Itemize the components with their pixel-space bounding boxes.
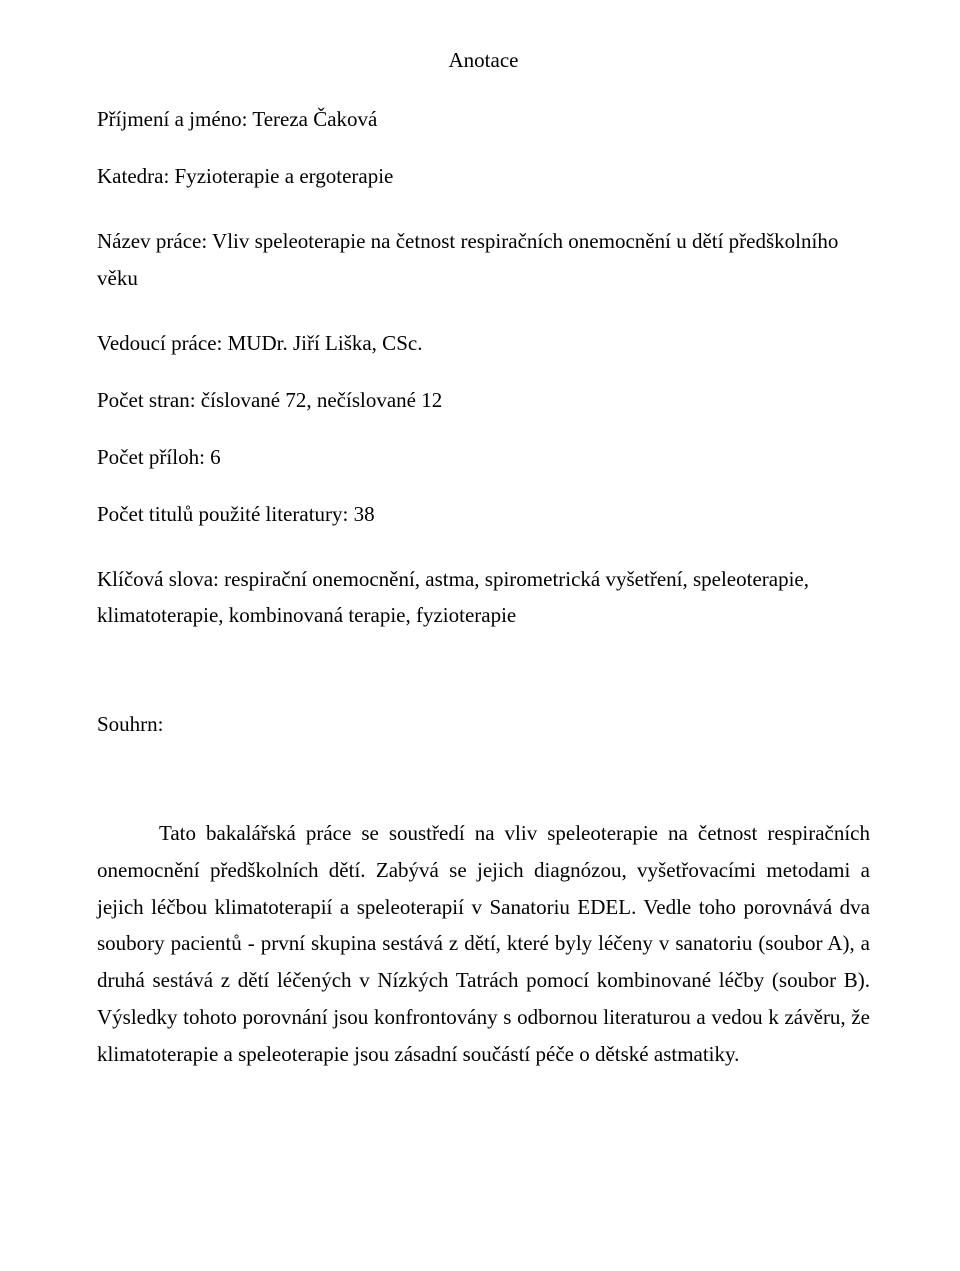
document-page: Anotace Příjmení a jméno: Tereza Čaková … [0,0,960,1132]
meta-department: Katedra: Fyzioterapie a ergoterapie [97,166,870,187]
meta-thesis-title: Název práce: Vliv speleoterapie na četno… [97,223,870,297]
summary-body: Tato bakalářská práce se soustředí na vl… [97,815,870,1072]
meta-references: Počet titulů použité literatury: 38 [97,504,870,525]
page-title: Anotace [97,48,870,73]
meta-keywords: Klíčová slova: respirační onemocnění, as… [97,561,870,635]
meta-appendices: Počet příloh: 6 [97,447,870,468]
meta-name: Příjmení a jméno: Tereza Čaková [97,109,870,130]
summary-heading: Souhrn: [97,712,870,737]
meta-pages: Počet stran: číslované 72, nečíslované 1… [97,390,870,411]
meta-supervisor: Vedoucí práce: MUDr. Jiří Liška, CSc. [97,333,870,354]
